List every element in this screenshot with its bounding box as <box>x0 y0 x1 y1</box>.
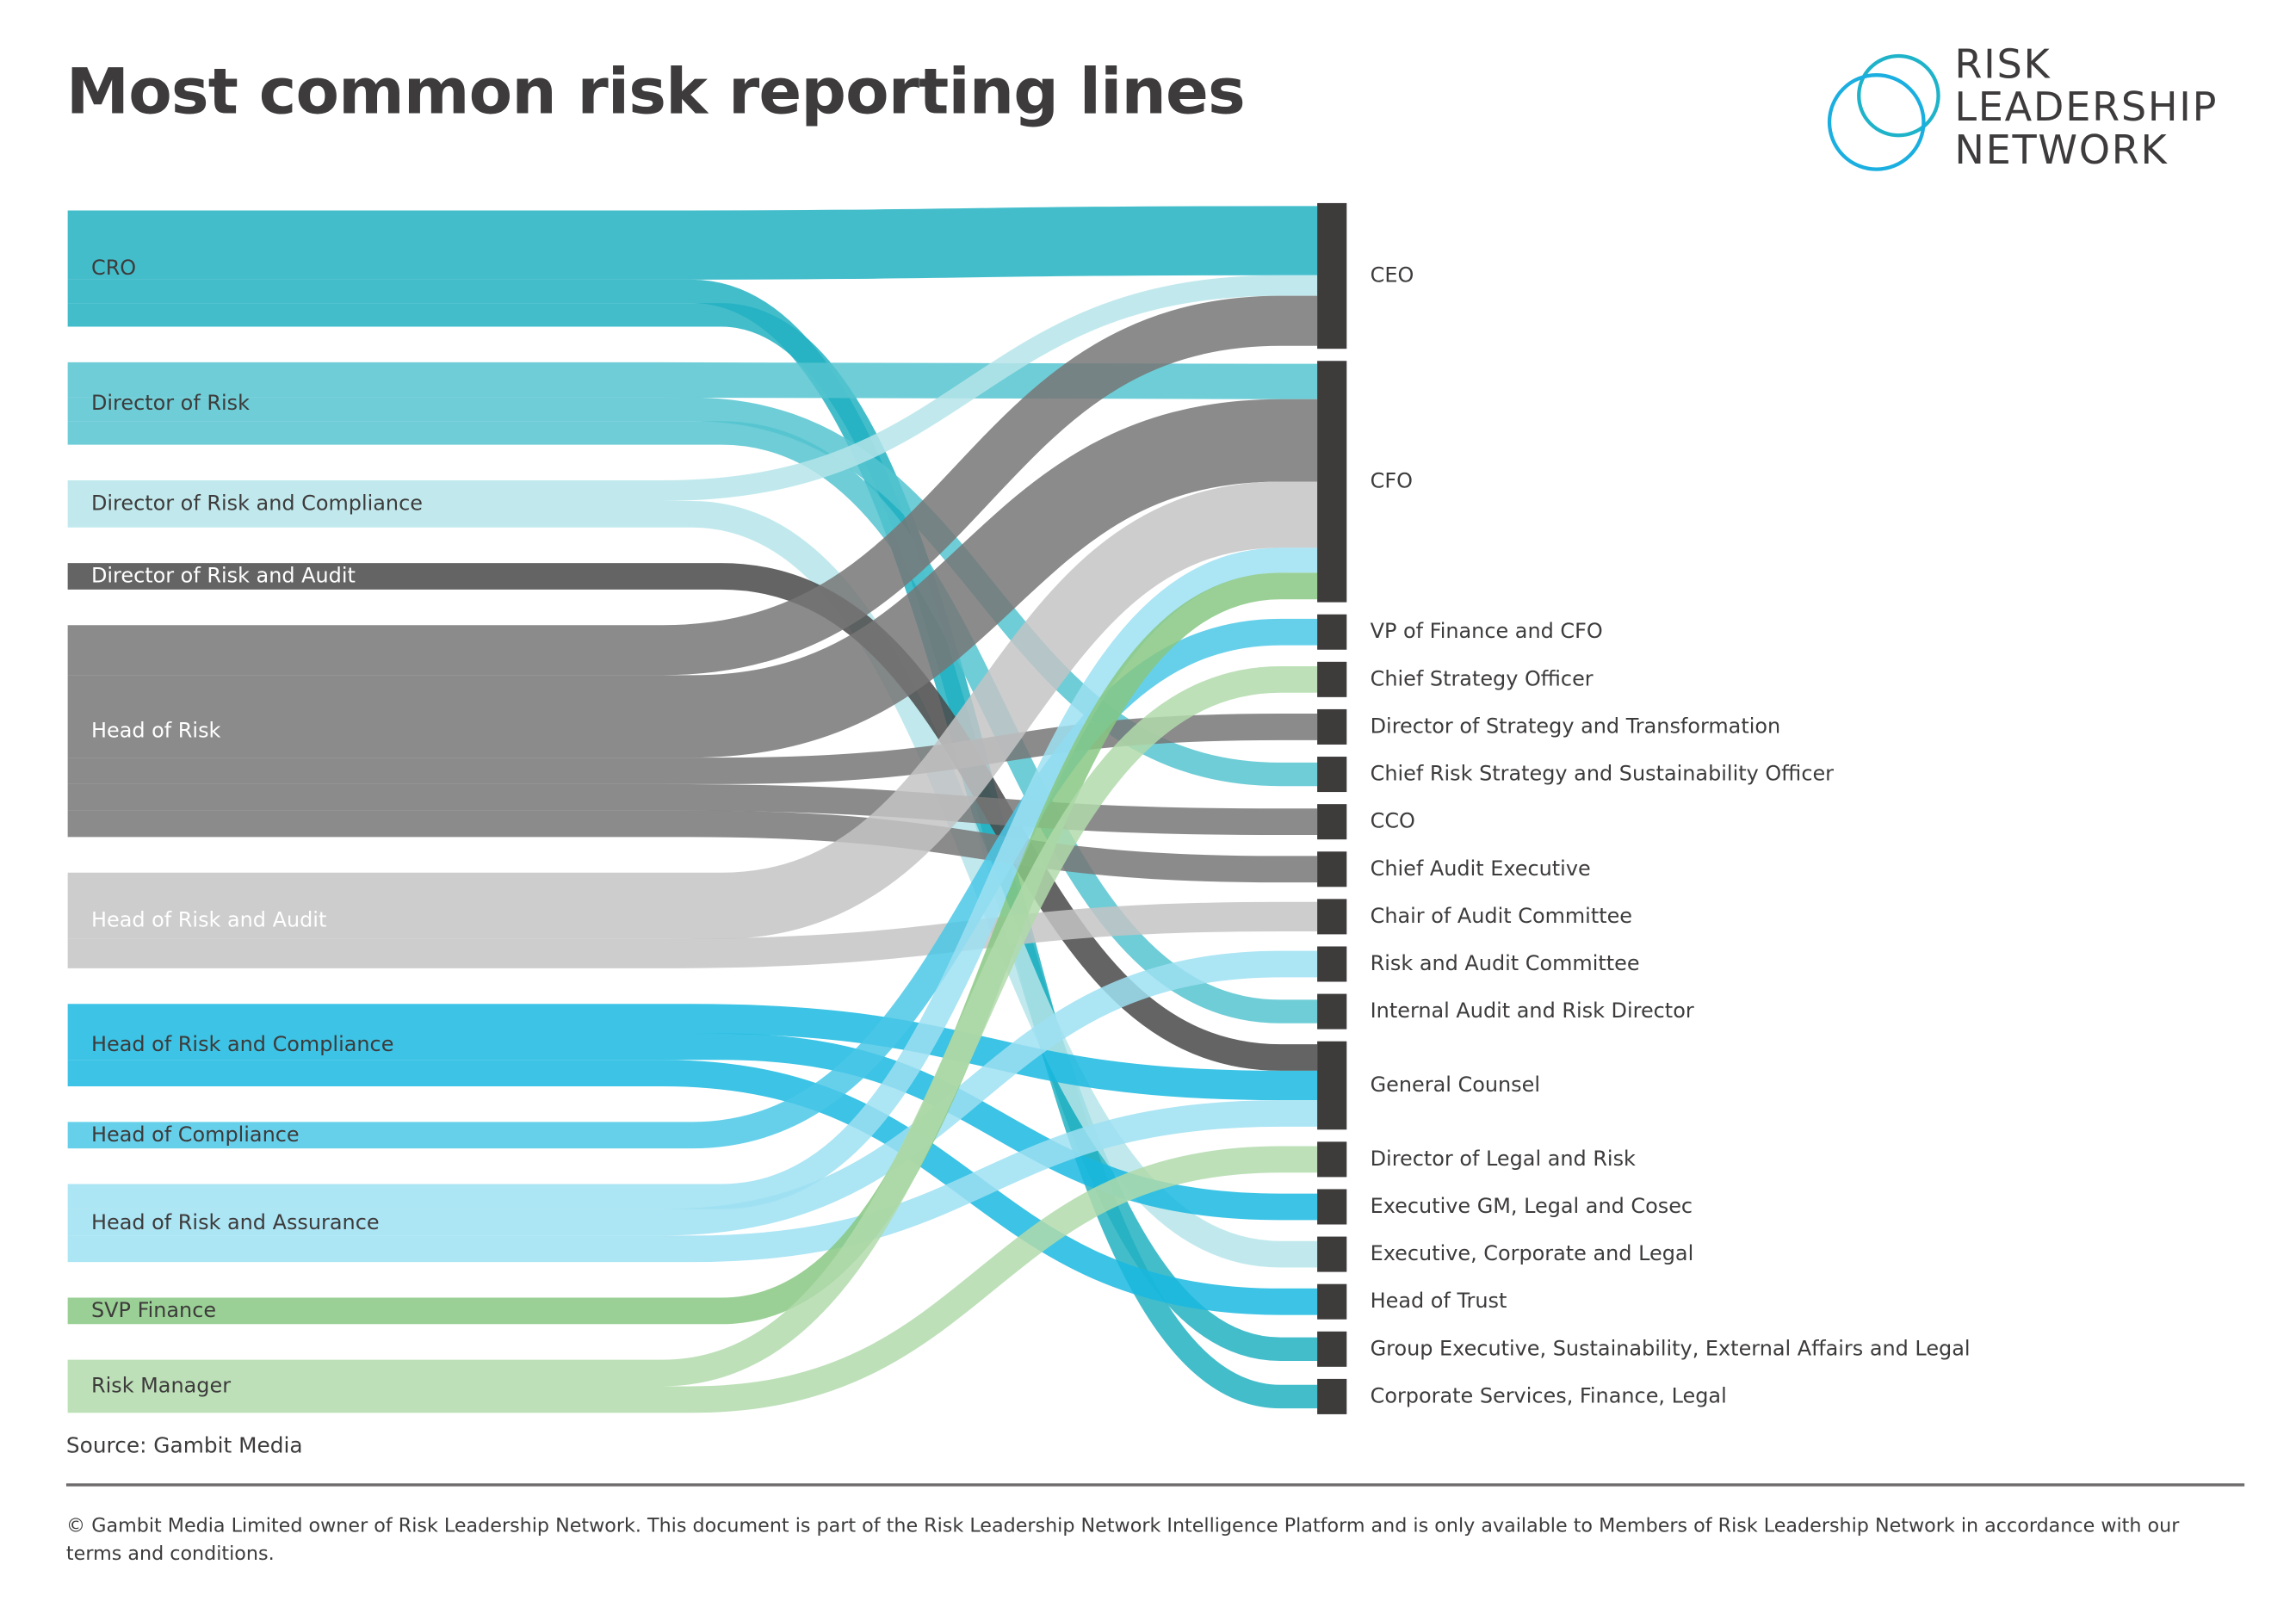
source-label: SVP Finance <box>91 1298 216 1322</box>
sankey-link <box>67 399 1318 758</box>
sankey-link <box>67 547 1318 1209</box>
target-label: Risk and Audit Committee <box>1371 951 1640 975</box>
target-label: General Counsel <box>1371 1073 1540 1097</box>
target-label: Chief Audit Executive <box>1371 856 1591 881</box>
sankey-link <box>67 950 1318 1236</box>
logo-line: NETWORK <box>1954 127 2169 174</box>
target-node <box>1317 1378 1347 1414</box>
target-label: Corporate Services, Finance, Legal <box>1371 1383 1727 1407</box>
sankey-link <box>67 206 1318 280</box>
target-node <box>1317 757 1347 793</box>
logo-line: RISK <box>1954 42 2052 89</box>
source-label: Risk Manager <box>91 1373 231 1397</box>
target-node <box>1317 1331 1347 1367</box>
page-title: Most common risk reporting lines <box>65 55 1246 130</box>
source-label: Director of Risk and Audit <box>91 563 356 587</box>
source-label: Head of Risk and Assurance <box>91 1210 380 1234</box>
target-label: Chair of Audit Committee <box>1371 904 1632 928</box>
target-label: Executive, Corporate and Legal <box>1371 1241 1694 1265</box>
source-label: Director of Risk and Compliance <box>91 491 423 515</box>
logo-line: LEADERSHIP <box>1954 85 2219 132</box>
sankey-links <box>67 206 1318 1413</box>
target-node <box>1317 946 1347 982</box>
target-label: Chief Risk Strategy and Sustainability O… <box>1371 762 1835 786</box>
sankey-nodes <box>1317 202 1347 1414</box>
logo-text: RISK LEADERSHIP NETWORK <box>1954 44 2218 172</box>
target-label: CFO <box>1371 468 1413 492</box>
target-label: Chief Strategy Officer <box>1371 666 1594 690</box>
target-label: Internal Audit and Risk Director <box>1371 999 1694 1023</box>
target-node <box>1317 1283 1347 1320</box>
sankey-link <box>67 1033 1318 1221</box>
target-label: CCO <box>1371 809 1415 833</box>
sankey-labels: CEO CFO VP of Finance and CFO Chief Strateg… <box>91 256 1971 1407</box>
risk-leadership-network-logo: RISK LEADERSHIP NETWORK <box>1825 44 2267 176</box>
target-node <box>1317 661 1347 697</box>
sankey-link <box>67 665 1318 1387</box>
target-node <box>1317 361 1347 603</box>
source-label: Head of Compliance <box>91 1122 300 1147</box>
target-label: CEO <box>1371 263 1414 288</box>
sankey-link <box>67 1100 1318 1263</box>
target-node <box>1317 899 1347 935</box>
interlocking-circles-icon <box>1827 53 1940 171</box>
sankey-chart: CEO CFO VP of Finance and CFO Chief Strateg… <box>67 202 1971 1414</box>
target-node <box>1317 614 1347 650</box>
target-node <box>1317 1236 1347 1272</box>
target-node <box>1317 708 1347 745</box>
sankey-link <box>67 295 1318 676</box>
divider <box>65 1483 2245 1487</box>
target-node <box>1317 993 1347 1030</box>
target-label: VP of Finance and CFO <box>1371 619 1603 643</box>
target-node <box>1317 202 1347 349</box>
source-label: Head of Risk and Audit <box>91 907 326 931</box>
target-node <box>1317 804 1347 840</box>
target-label: Group Executive, Sustainability, Externa… <box>1371 1336 1971 1360</box>
sankey-link <box>67 481 1318 939</box>
sankey-link <box>67 810 1318 883</box>
sankey-link <box>67 1004 1318 1101</box>
target-label: Director of Strategy and Transformation <box>1371 714 1781 738</box>
target-node <box>1317 1041 1347 1130</box>
source-label: Head of Risk and Compliance <box>91 1032 393 1056</box>
source-label: Head of Risk <box>91 718 221 742</box>
sankey-link <box>67 275 1318 501</box>
copyright-footer: © Gambit Media Limited owner of Risk Lea… <box>65 1515 2180 1567</box>
sankey-link <box>67 783 1318 836</box>
target-label: Director of Legal and Risk <box>1371 1147 1636 1171</box>
source-label: CRO <box>91 256 136 280</box>
target-node <box>1317 1141 1347 1178</box>
source-note: Source: Gambit Media <box>65 1434 303 1459</box>
target-label: Executive GM, Legal and Cosec <box>1371 1194 1693 1218</box>
target-node <box>1317 1189 1347 1225</box>
target-node <box>1317 851 1347 887</box>
sankey-link <box>67 1146 1318 1413</box>
target-label: Head of Trust <box>1371 1289 1507 1313</box>
source-label: Director of Risk <box>91 391 250 415</box>
